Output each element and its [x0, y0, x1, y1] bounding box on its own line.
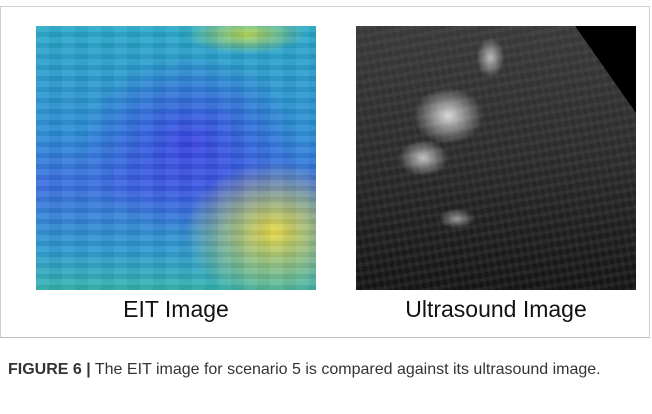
caption-text: The EIT image for scenario 5 is compared… [91, 361, 601, 378]
page: EIT Image Ultrasound Image FIGURE 6 | Th… [0, 0, 652, 414]
panel-label: Ultrasound Image [356, 296, 636, 323]
ultrasound-image [356, 26, 636, 290]
panel-label: EIT Image [36, 296, 316, 323]
caption-label: FIGURE 6 | [8, 361, 91, 378]
eit-image [36, 26, 316, 290]
caption: FIGURE 6 | The EIT image for scenario 5 … [8, 356, 608, 383]
